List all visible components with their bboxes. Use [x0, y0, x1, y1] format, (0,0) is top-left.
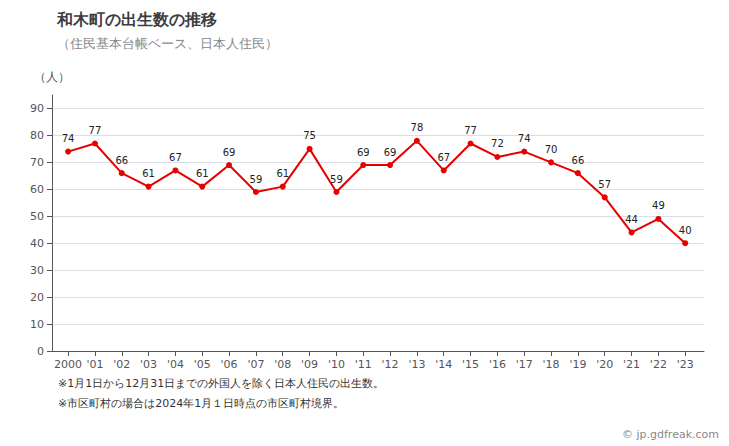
svg-text:'15: '15	[462, 358, 479, 371]
svg-text:60: 60	[30, 183, 44, 196]
svg-text:'09: '09	[301, 358, 318, 371]
svg-text:70: 70	[545, 144, 558, 155]
svg-text:'07: '07	[247, 358, 264, 371]
svg-text:61: 61	[142, 168, 155, 179]
svg-text:77: 77	[464, 125, 477, 136]
svg-text:67: 67	[169, 152, 182, 163]
svg-text:75: 75	[303, 130, 316, 141]
svg-text:30: 30	[30, 264, 44, 277]
svg-text:'05: '05	[194, 358, 211, 371]
svg-text:59: 59	[330, 174, 343, 185]
svg-text:（住民基本台帳ベース、日本人住民）: （住民基本台帳ベース、日本人住民）	[57, 36, 278, 51]
svg-text:49: 49	[652, 200, 665, 211]
svg-text:40: 40	[30, 237, 44, 250]
svg-text:'10: '10	[328, 358, 345, 371]
svg-text:61: 61	[276, 168, 289, 179]
svg-text:'14: '14	[435, 358, 452, 371]
svg-text:'20: '20	[596, 358, 613, 371]
svg-text:74: 74	[62, 133, 75, 144]
svg-text:'16: '16	[489, 358, 506, 371]
svg-text:67: 67	[437, 152, 450, 163]
svg-text:2000: 2000	[54, 358, 82, 371]
svg-text:'18: '18	[543, 358, 560, 371]
svg-text:'23: '23	[677, 358, 694, 371]
svg-text:'13: '13	[408, 358, 425, 371]
svg-text:0: 0	[37, 345, 44, 358]
svg-text:74: 74	[518, 133, 531, 144]
svg-text:© jp.gdfreak.com: © jp.gdfreak.com	[622, 428, 719, 441]
svg-text:'02: '02	[113, 358, 130, 371]
svg-text:50: 50	[30, 210, 44, 223]
svg-text:77: 77	[89, 125, 102, 136]
svg-text:80: 80	[30, 129, 44, 142]
svg-text:72: 72	[491, 138, 504, 149]
svg-text:70: 70	[30, 156, 44, 169]
svg-text:'17: '17	[516, 358, 533, 371]
svg-text:'01: '01	[86, 358, 103, 371]
svg-text:69: 69	[384, 147, 397, 158]
svg-text:和木町の出生数の推移: 和木町の出生数の推移	[56, 10, 217, 29]
svg-text:※1月1日から12月31日までの外国人を除く日本人住民の出生: ※1月1日から12月31日までの外国人を除く日本人住民の出生数。	[58, 377, 384, 390]
svg-text:78: 78	[411, 122, 424, 133]
svg-text:'22: '22	[650, 358, 667, 371]
svg-text:90: 90	[30, 102, 44, 115]
svg-text:40: 40	[679, 225, 692, 236]
svg-text:'04: '04	[167, 358, 184, 371]
svg-text:57: 57	[598, 179, 611, 190]
svg-text:'12: '12	[382, 358, 399, 371]
svg-text:61: 61	[196, 168, 209, 179]
svg-text:'06: '06	[221, 358, 238, 371]
svg-text:'08: '08	[274, 358, 291, 371]
svg-text:'11: '11	[355, 358, 372, 371]
svg-text:66: 66	[115, 155, 128, 166]
svg-text:66: 66	[572, 155, 585, 166]
svg-text:20: 20	[30, 291, 44, 304]
svg-text:10: 10	[30, 318, 44, 331]
svg-text:69: 69	[357, 147, 370, 158]
svg-text:※市区町村の場合は2024年1月１日時点の市区町村境界。: ※市区町村の場合は2024年1月１日時点の市区町村境界。	[58, 397, 344, 410]
svg-text:（人）: （人）	[34, 70, 70, 84]
svg-text:'03: '03	[140, 358, 157, 371]
svg-text:69: 69	[223, 147, 236, 158]
svg-text:'21: '21	[623, 358, 640, 371]
svg-text:'19: '19	[569, 358, 586, 371]
svg-text:44: 44	[625, 214, 638, 225]
svg-text:59: 59	[250, 174, 263, 185]
